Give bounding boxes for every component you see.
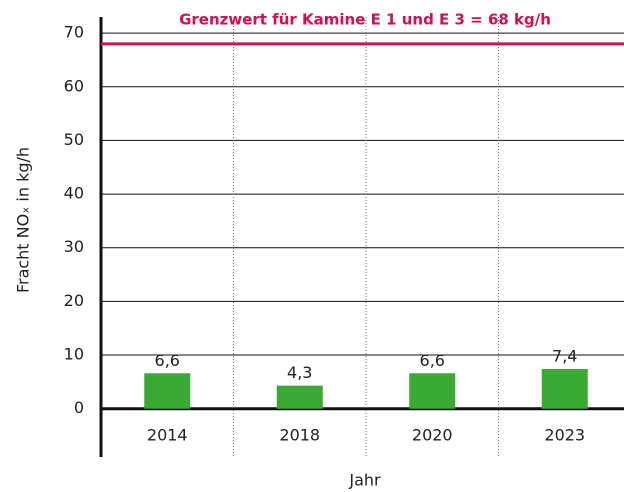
bar xyxy=(144,373,191,409)
x-tick-label: 2020 xyxy=(412,426,453,445)
bar xyxy=(541,369,588,409)
x-tick-label: 2014 xyxy=(147,426,188,445)
x-tick-label: 2023 xyxy=(544,426,585,445)
data-label: 6,6 xyxy=(155,351,180,370)
y-tick-label: 20 xyxy=(64,291,84,310)
x-tick-label: 2018 xyxy=(279,426,320,445)
reference-label: Grenzwert für Kamine E 1 und E 3 = 68 kg… xyxy=(179,11,551,29)
bar xyxy=(409,373,456,409)
y-tick-label: 40 xyxy=(64,184,84,203)
y-tick-label: 10 xyxy=(64,345,84,364)
x-axis-label: Jahr xyxy=(348,471,381,490)
y-tick-label: 70 xyxy=(64,23,84,42)
data-label: 7,4 xyxy=(552,347,577,366)
y-tick-label: 60 xyxy=(64,76,84,95)
data-label: 6,6 xyxy=(420,351,445,370)
y-tick-label: 0 xyxy=(74,398,84,417)
y-axis-label: Fracht NOₓ in kg/h xyxy=(14,147,33,293)
bar xyxy=(276,385,323,409)
y-tick-label: 30 xyxy=(64,237,84,256)
y-tick-label: 50 xyxy=(64,130,84,149)
data-label: 4,3 xyxy=(287,363,312,382)
